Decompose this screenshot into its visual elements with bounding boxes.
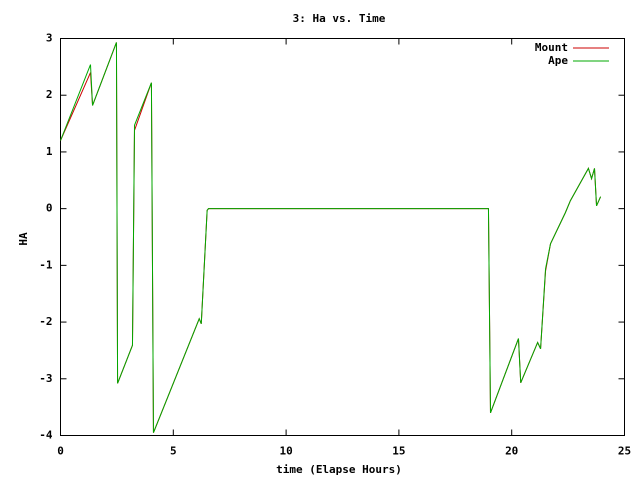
y-tick-label: -3	[39, 372, 52, 385]
x-tick-label: 15	[392, 445, 405, 458]
chart-title: 3: Ha vs. Time	[293, 12, 386, 25]
plot-border	[60, 38, 625, 436]
x-axis-label: time (Elapse Hours)	[276, 463, 402, 476]
y-tick-label: 3	[46, 32, 53, 45]
y-tick-label: -4	[39, 429, 53, 442]
y-tick-label: 2	[46, 88, 53, 101]
y-tick-label: -2	[39, 315, 52, 328]
y-tick-label: -1	[39, 258, 53, 271]
series-line	[60, 42, 602, 433]
y-tick-label: 0	[46, 202, 53, 215]
x-tick-label: 5	[170, 445, 177, 458]
legend-label: Mount	[535, 41, 568, 54]
y-tick-label: 1	[46, 145, 53, 158]
series-line	[60, 42, 602, 433]
x-tick-label: 25	[618, 445, 631, 458]
x-tick-label: 0	[57, 445, 64, 458]
x-tick-label: 20	[505, 445, 518, 458]
legend-label: Ape	[548, 54, 568, 67]
y-axis-label: HA	[17, 232, 30, 246]
x-tick-label: 10	[279, 445, 292, 458]
